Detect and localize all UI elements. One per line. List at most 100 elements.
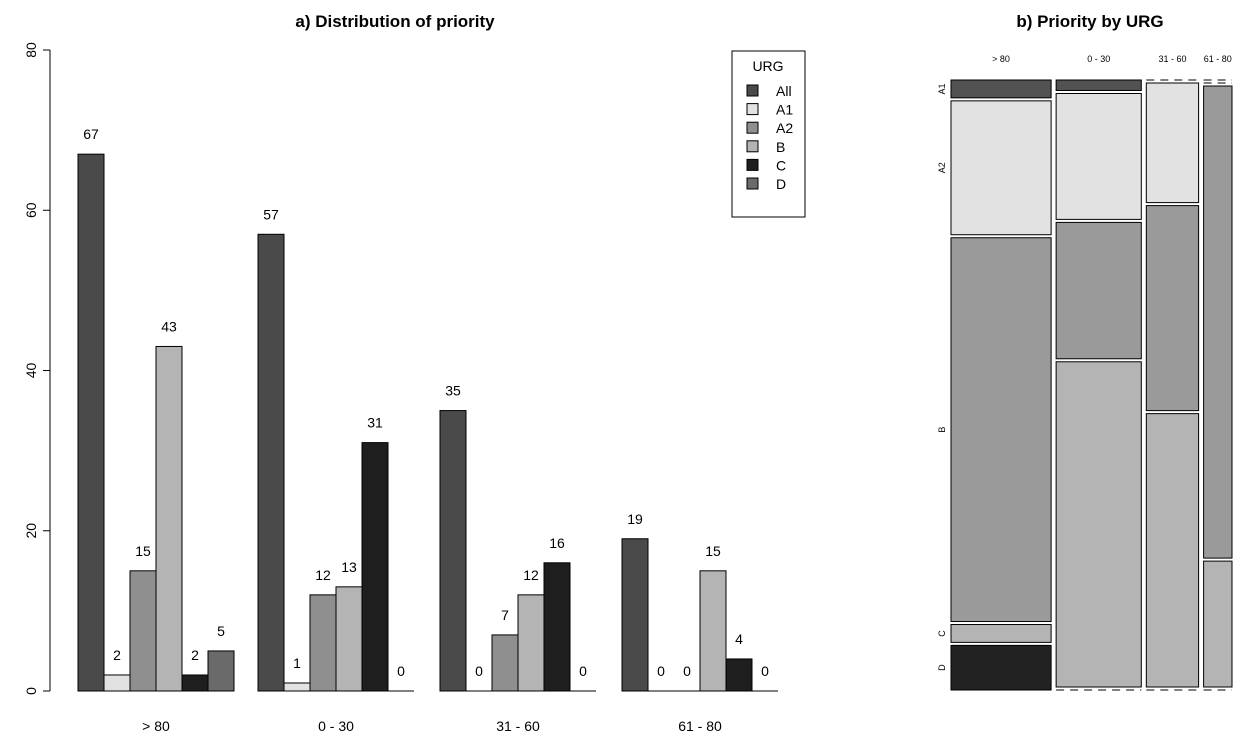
data-label: 43: [161, 318, 177, 334]
x-axis-tick-labels: > 80 0 - 30 31 - 60 61 - 80: [142, 718, 722, 734]
mosaic-row-label: C: [937, 630, 947, 637]
data-label: 13: [341, 559, 357, 575]
data-label: 31: [367, 415, 383, 431]
legend-swatch: [746, 140, 759, 153]
data-label: 7: [501, 607, 509, 623]
data-label: 19: [627, 511, 643, 527]
x-tick-label: 0 - 30: [318, 718, 354, 734]
data-label: 2: [113, 647, 121, 663]
bar-series: [77, 153, 778, 692]
data-label: 35: [445, 383, 461, 399]
mosaic-column-label: > 80: [992, 54, 1010, 64]
y-tick-label: 40: [23, 363, 39, 379]
bar: [621, 538, 649, 692]
bar: [103, 674, 131, 692]
legend-label: A1: [776, 102, 793, 118]
legend-box: [731, 50, 806, 218]
data-label: 0: [683, 663, 691, 679]
mosaic-column-label: 0 - 30: [1087, 54, 1110, 64]
data-label: 67: [83, 126, 99, 142]
mosaic-tile: [950, 624, 1052, 643]
data-label: 1: [293, 655, 301, 671]
legend-label: A2: [776, 120, 793, 136]
mosaic-tile: [1055, 92, 1142, 220]
bar: [129, 570, 157, 692]
bar: [491, 634, 519, 692]
mosaic-tile: [1055, 79, 1142, 91]
mosaic-row-labels: A1 A2 B C D: [937, 83, 947, 671]
y-axis: 0 20 40 60 80: [23, 42, 51, 695]
data-label: 0: [397, 663, 405, 679]
x-tick-label: > 80: [142, 718, 170, 734]
mosaic-column-label: 31 - 60: [1158, 54, 1186, 64]
bar: [309, 594, 337, 692]
data-label: 15: [705, 543, 721, 559]
bar: [517, 594, 545, 692]
mosaic-tile: [1055, 361, 1142, 688]
data-label: 0: [475, 663, 483, 679]
legend-swatch: [746, 84, 759, 97]
bar: [77, 153, 105, 692]
mosaic-tile: [1203, 560, 1233, 688]
legend: URG All A1 A2 BCD: [731, 50, 806, 218]
data-label: 5: [217, 623, 225, 639]
mosaic-tile: [1145, 413, 1200, 688]
legend-swatch: [746, 177, 759, 190]
x-tick-label: 31 - 60: [496, 718, 540, 734]
data-label: 0: [579, 663, 587, 679]
data-label: 12: [315, 567, 331, 583]
legend-label: B: [776, 139, 785, 155]
mosaic-column-labels: > 80 0 - 30 31 - 60 61 - 80: [992, 54, 1232, 64]
data-label: 16: [549, 535, 565, 551]
mosaic-tile: [1055, 221, 1142, 360]
mosaic-row-label: A1: [937, 83, 947, 94]
legend-label: All: [776, 83, 792, 99]
mosaic-row-label: A2: [937, 162, 947, 173]
mosaic-plot-panel: b) Priority by URG > 80 0 - 30 31 - 60 61 -…: [937, 12, 1233, 691]
y-tick-label: 60: [23, 202, 39, 218]
bar: [361, 442, 389, 692]
y-tick-label: 0: [23, 687, 39, 695]
y-tick-label: 20: [23, 523, 39, 539]
bar: [543, 562, 571, 692]
mosaic-tile: [1203, 85, 1233, 559]
mosaic-tile: [1145, 205, 1200, 412]
legend-title: URG: [752, 58, 783, 74]
chart-title: a) Distribution of priority: [295, 12, 495, 31]
bar: [699, 570, 727, 692]
data-labels: 67 2 15 43 2 5 57 1 12 13 31 0 35 0 7 12 16 0 19 0 0 15 4 0: [83, 126, 769, 679]
data-label: 57: [263, 206, 279, 222]
x-tick-label: 61 - 80: [678, 718, 722, 734]
data-label: 4: [735, 631, 743, 647]
mosaic-column-label: 61 - 80: [1204, 54, 1232, 64]
mosaic-tile: [950, 79, 1052, 99]
bar: [439, 410, 467, 692]
bar: [335, 586, 363, 692]
bar: [257, 233, 285, 692]
bar: [181, 674, 209, 692]
mosaic-tile: [950, 100, 1052, 236]
mosaic-tile: [1145, 82, 1200, 204]
mosaic-title: b) Priority by URG: [1016, 12, 1163, 31]
legend-swatch: [746, 121, 759, 134]
bar: [725, 658, 753, 692]
mosaic-tile: [950, 237, 1052, 623]
data-label: 0: [657, 663, 665, 679]
data-label: 15: [135, 543, 151, 559]
mosaic-row-label: B: [937, 427, 947, 433]
data-label: 0: [761, 663, 769, 679]
mosaic-tiles: [950, 79, 1233, 691]
legend-label: D: [776, 176, 786, 192]
data-label: 12: [523, 567, 539, 583]
mosaic-row-label: D: [937, 664, 947, 671]
legend-label: C: [776, 157, 786, 173]
legend-swatch: [746, 158, 759, 171]
bar: [283, 682, 311, 692]
bar: [155, 345, 183, 692]
legend-swatch: [746, 103, 759, 116]
mosaic-tile: [950, 644, 1052, 691]
bar: [207, 650, 235, 692]
data-label: 2: [191, 647, 199, 663]
